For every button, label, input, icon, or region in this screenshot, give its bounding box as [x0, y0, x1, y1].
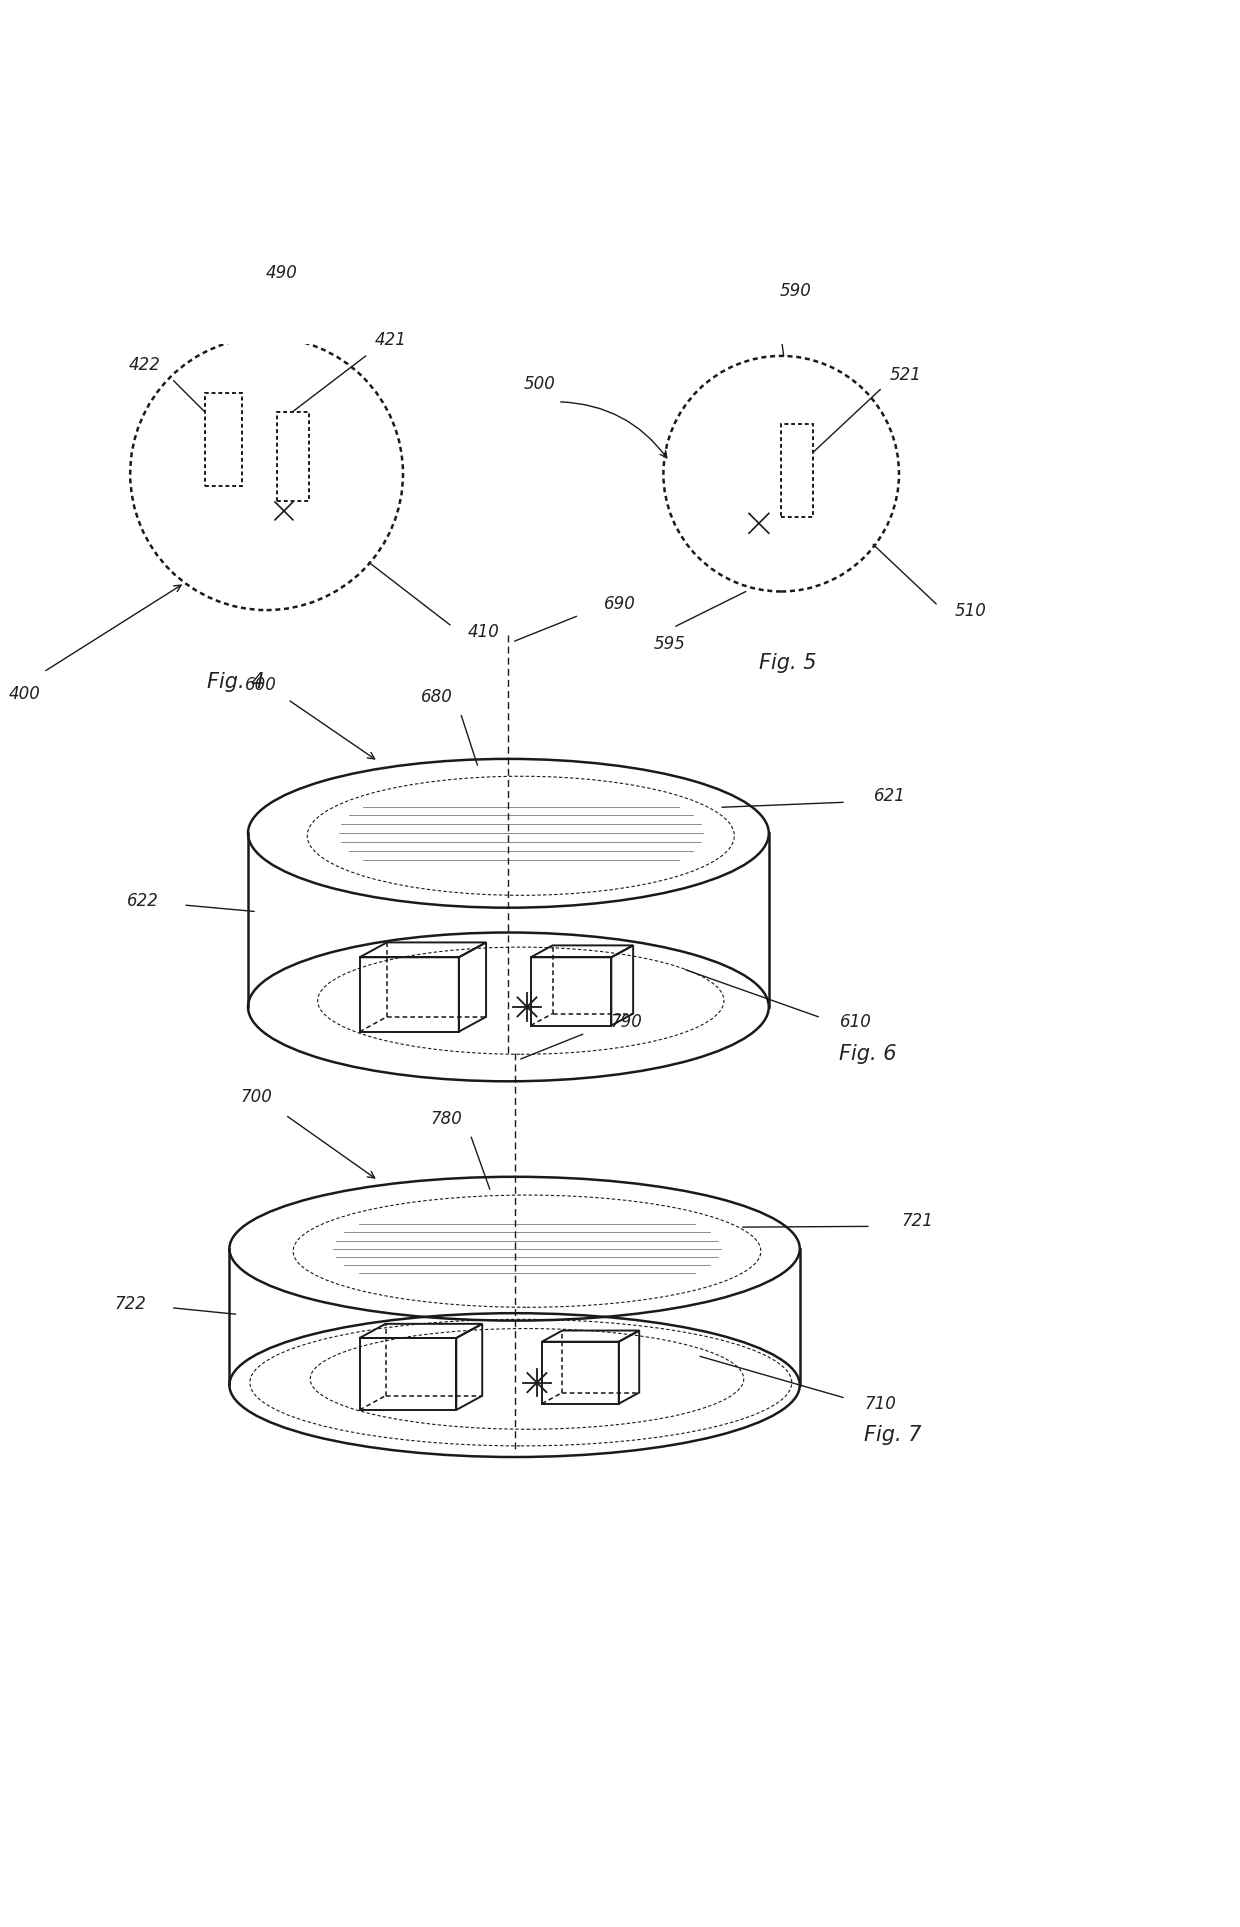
Text: 595: 595 [653, 634, 686, 653]
Text: Fig. 7: Fig. 7 [864, 1424, 921, 1445]
Text: 700: 700 [241, 1089, 273, 1106]
Text: 680: 680 [420, 688, 453, 705]
Text: Fig. 6: Fig. 6 [839, 1044, 897, 1064]
Text: 722: 722 [114, 1295, 146, 1314]
Text: 790: 790 [610, 1014, 642, 1031]
Text: 410: 410 [467, 624, 500, 642]
Bar [205, 393, 242, 486]
Text: 610: 610 [839, 1014, 872, 1031]
Text: 621: 621 [874, 786, 906, 805]
Text: 422: 422 [129, 356, 161, 374]
Text: 690: 690 [604, 595, 636, 613]
Bar [781, 424, 813, 516]
Bar [277, 412, 309, 501]
Text: 710: 710 [864, 1395, 897, 1412]
Text: 400: 400 [9, 686, 41, 703]
Text: 780: 780 [430, 1110, 463, 1127]
Text: 490: 490 [265, 264, 298, 281]
Bar [542, 1341, 619, 1403]
Text: 510: 510 [955, 603, 987, 620]
Text: 421: 421 [374, 331, 407, 349]
Text: Fig. 5: Fig. 5 [759, 653, 816, 673]
Text: 600: 600 [244, 676, 277, 694]
Bar [360, 1337, 456, 1411]
Text: 721: 721 [901, 1212, 934, 1231]
Text: 500: 500 [523, 376, 556, 393]
Text: 622: 622 [126, 892, 159, 910]
Text: 521: 521 [889, 366, 921, 383]
Bar [531, 958, 611, 1025]
Text: 590: 590 [780, 283, 812, 301]
Bar [360, 958, 459, 1031]
Text: Fig. 4: Fig. 4 [207, 673, 264, 692]
